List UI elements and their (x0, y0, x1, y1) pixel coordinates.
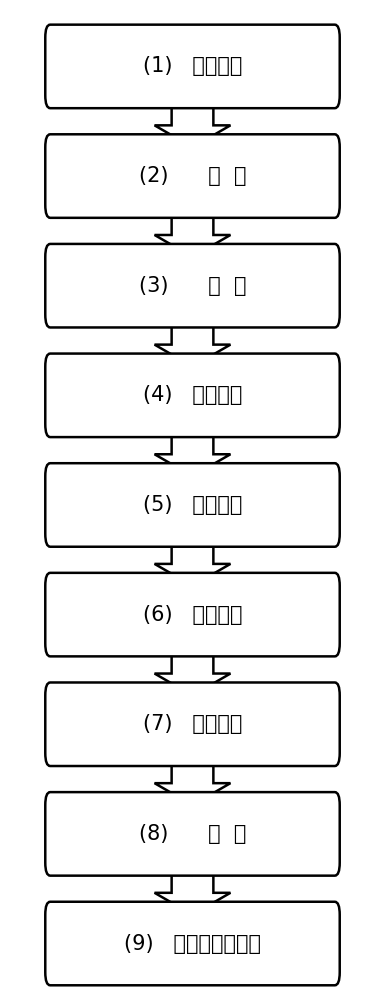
Polygon shape (154, 643, 231, 695)
FancyBboxPatch shape (45, 792, 340, 876)
FancyBboxPatch shape (45, 134, 340, 218)
FancyBboxPatch shape (45, 682, 340, 766)
Text: (7)   压制成形: (7) 压制成形 (143, 714, 242, 734)
FancyBboxPatch shape (45, 244, 340, 327)
Text: (1)   配料混合: (1) 配料混合 (143, 56, 242, 76)
Polygon shape (154, 205, 231, 257)
FancyBboxPatch shape (45, 354, 340, 437)
Polygon shape (154, 315, 231, 366)
Text: (8)      烧  结: (8) 烧 结 (139, 824, 246, 844)
Text: (6)   噴雾造粒: (6) 噴雾造粒 (143, 605, 242, 625)
Text: (4)   一次沙磨: (4) 一次沙磨 (143, 385, 242, 405)
Polygon shape (154, 753, 231, 805)
Polygon shape (154, 424, 231, 476)
FancyBboxPatch shape (45, 573, 340, 656)
Text: (3)      预  烧: (3) 预 烧 (139, 276, 246, 296)
FancyBboxPatch shape (45, 25, 340, 108)
Polygon shape (154, 95, 231, 147)
FancyBboxPatch shape (45, 463, 340, 547)
Text: (5)   二次沙磨: (5) 二次沙磨 (143, 495, 242, 515)
Text: (9)   研磨抛光成磁芯: (9) 研磨抛光成磁芯 (124, 934, 261, 954)
Polygon shape (154, 863, 231, 915)
FancyBboxPatch shape (45, 902, 340, 985)
Text: (2)      轧  片: (2) 轧 片 (139, 166, 246, 186)
Polygon shape (154, 534, 231, 586)
